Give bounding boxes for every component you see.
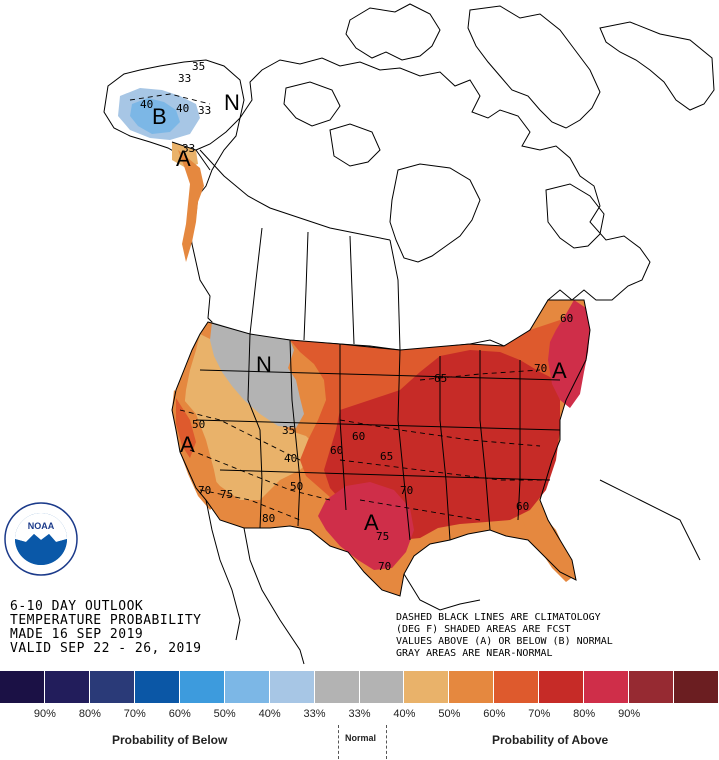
title-block: 6-10 DAY OUTLOOK TEMPERATURE PROBABILITY… [10, 600, 202, 656]
contour-label: 80 [262, 512, 275, 525]
legend-swatch [584, 671, 630, 703]
legend-swatch [494, 671, 540, 703]
legend-swatch [269, 671, 315, 703]
contour-label: 33 [182, 142, 195, 155]
normal-divider [338, 725, 339, 759]
legend-tick-label: 50% [213, 708, 236, 720]
title-line: 6-10 DAY OUTLOOK [10, 599, 144, 614]
noaa-logo: NOAA [4, 502, 78, 576]
note-line: VALUES ABOVE (A) OR BELOW (B) NORMAL [396, 636, 613, 647]
legend-swatch [314, 671, 360, 703]
legend-tick-label: 70% [528, 708, 551, 720]
contour-label: 50 [192, 418, 205, 431]
normal-letter: N [256, 352, 272, 377]
legend-swatch [629, 671, 675, 703]
legend-swatch [0, 671, 45, 703]
legend-tick-label: 70% [123, 708, 146, 720]
legend-tick-label: 60% [168, 708, 191, 720]
contour-label: 60 [330, 444, 343, 457]
contour-label: 40 [176, 102, 189, 115]
normal-letter: N [224, 90, 240, 115]
above-letter: A [180, 432, 195, 457]
legend-ticks: 90% 80% 70% 60% 50% 40% 33% 33% 40% 50% 60% 70% 80% 9… [0, 708, 719, 722]
legend-swatch [674, 671, 719, 703]
contour-label: 75 [376, 530, 389, 543]
climatology-lines [129, 93, 550, 521]
contour-label: 70 [534, 362, 547, 375]
above-letter: A [552, 358, 567, 383]
title-line: VALID SEP 22 - 26, 2019 [10, 641, 202, 656]
contour-label: 65 [434, 372, 447, 385]
contour-label: 70 [400, 484, 413, 497]
legend-above-label: Probability of Above [492, 733, 609, 747]
contour-label: 60 [352, 430, 365, 443]
note-line: GRAY AREAS ARE NEAR-NORMAL [396, 648, 553, 659]
contour-label: 50 [290, 480, 303, 493]
legend-swatch [539, 671, 585, 703]
legend-tick-label: 50% [438, 708, 461, 720]
legend-tick-label: 33% [303, 708, 326, 720]
contour-label: 33 [198, 104, 211, 117]
canada-outline [189, 3, 715, 353]
legend-tick-label: 40% [258, 708, 281, 720]
above-letter: A [364, 510, 379, 535]
legend-color-bar [0, 671, 719, 703]
alaska-region [103, 59, 245, 262]
contour-label: 35 [282, 424, 295, 437]
legend-swatch [449, 671, 495, 703]
contour-label: 40 [140, 98, 153, 111]
legend-tick-label: 90% [618, 708, 641, 720]
legend-tick-label: 90% [33, 708, 56, 720]
outlook-map: 35 33 40 40 33 33 35 40 50 50 60 60 65 6… [103, 3, 715, 665]
contour-label: 60 [560, 312, 573, 325]
contour-labels: 35 33 40 40 33 33 35 40 50 50 60 60 65 6… [140, 60, 573, 573]
legend-below-label: Probability of Below [112, 733, 228, 747]
legend-swatch [179, 671, 225, 703]
contour-label: 70 [198, 484, 211, 497]
contour-label: 40 [284, 452, 297, 465]
legend-tick-label: 80% [78, 708, 101, 720]
legend-normal-label: Normal [345, 733, 377, 743]
legend-swatch [404, 671, 450, 703]
contour-label: 65 [380, 450, 393, 463]
legend-swatch [44, 671, 90, 703]
above-letter: A [176, 146, 191, 171]
legend-swatch [224, 671, 270, 703]
legend-tick-label: 40% [393, 708, 416, 720]
title-line: TEMPERATURE PROBABILITY [10, 613, 202, 628]
region-letters: B N N A A A A [152, 90, 567, 535]
contour-label: 75 [220, 488, 233, 501]
legend-swatch [359, 671, 405, 703]
note-line: DASHED BLACK LINES ARE CLIMATOLOGY [396, 612, 601, 623]
notes-block: DASHED BLACK LINES ARE CLIMATOLOGY (DEG … [396, 612, 716, 660]
legend-tick-label: 60% [483, 708, 506, 720]
contour-label: 60 [516, 500, 529, 513]
svg-text:NOAA: NOAA [28, 521, 55, 531]
conus-shading [171, 299, 701, 665]
legend-tick-label: 80% [573, 708, 596, 720]
contour-label: 35 [192, 60, 205, 73]
title-line: MADE 16 SEP 2019 [10, 627, 144, 642]
legend-swatch [89, 671, 135, 703]
legend-tick-label: 33% [348, 708, 371, 720]
normal-divider [386, 725, 387, 759]
legend-swatch [134, 671, 180, 703]
contour-label: 33 [178, 72, 191, 85]
contour-label: 70 [378, 560, 391, 573]
note-line: (DEG F) SHADED AREAS ARE FCST [396, 624, 571, 635]
below-letter: B [152, 104, 167, 129]
